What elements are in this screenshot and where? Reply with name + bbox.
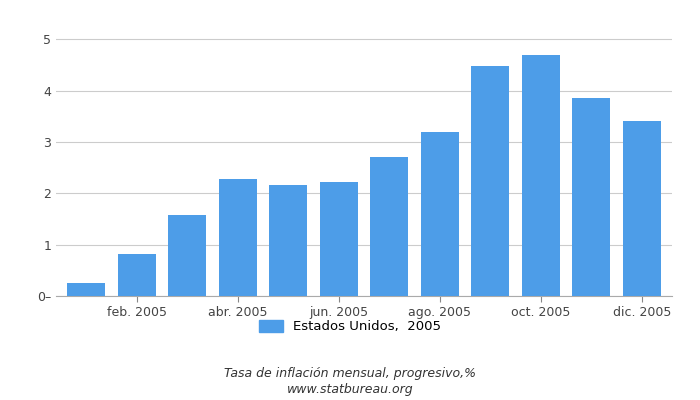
Bar: [421, 132, 458, 296]
Text: Tasa de inflación mensual, progresivo,%: Tasa de inflación mensual, progresivo,%: [224, 368, 476, 380]
Bar: [118, 254, 155, 296]
Bar: [168, 215, 206, 296]
Bar: [623, 121, 661, 296]
Bar: [471, 66, 509, 296]
Legend: Estados Unidos,  2005: Estados Unidos, 2005: [259, 320, 441, 334]
Bar: [522, 55, 560, 296]
Bar: [67, 283, 105, 296]
Bar: [573, 98, 610, 296]
Bar: [370, 158, 408, 296]
Bar: [219, 179, 257, 296]
Text: www.statbureau.org: www.statbureau.org: [287, 384, 413, 396]
Bar: [270, 185, 307, 296]
Bar: [320, 182, 358, 296]
